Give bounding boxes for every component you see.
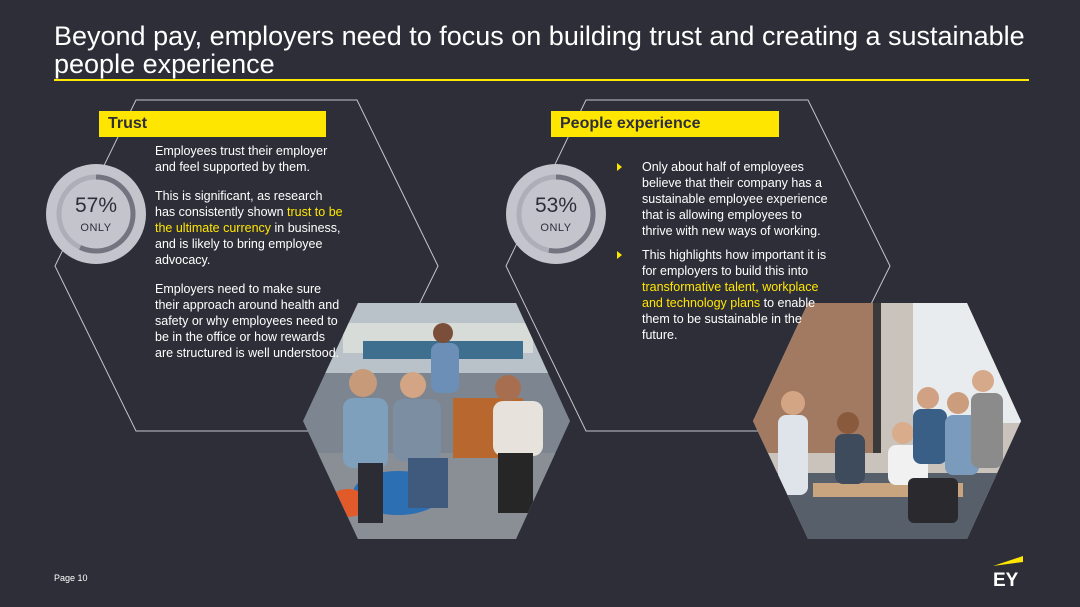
people-stat-value: 53% bbox=[534, 194, 578, 217]
bullet-arrow-icon bbox=[617, 163, 622, 171]
title-underline bbox=[54, 79, 1029, 81]
people-bullets: Only about half of employees believe tha… bbox=[615, 159, 830, 351]
trust-progress-arc bbox=[56, 174, 136, 254]
trust-paragraph-3: Employers need to make sure their approa… bbox=[155, 282, 340, 360]
bullet-arrow-icon bbox=[617, 251, 622, 259]
people-highlight: transformative talent, workplace and tec… bbox=[642, 280, 819, 310]
people-meeting-photo bbox=[303, 303, 570, 539]
people-bullet-2: This highlights how important it is for … bbox=[615, 247, 830, 343]
office-team-photo bbox=[753, 303, 1021, 539]
people-progress-arc bbox=[516, 174, 596, 254]
people-experience-label: People experience bbox=[551, 111, 779, 137]
ey-logo: EY bbox=[993, 556, 1023, 589]
page-title: Beyond pay, employers need to focus on b… bbox=[54, 21, 1025, 79]
people-stat-note: ONLY bbox=[540, 222, 572, 234]
people-stat-circle: 53% ONLY bbox=[506, 164, 606, 264]
svg-text:EY: EY bbox=[993, 570, 1019, 589]
trust-text: Employees trust their employer and feel … bbox=[155, 143, 345, 374]
trust-stat-value: 57% bbox=[74, 194, 118, 217]
trust-label: Trust bbox=[99, 111, 326, 137]
people-bullet-1: Only about half of employees believe tha… bbox=[615, 159, 830, 239]
trust-paragraph-2: This is significant, as research has con… bbox=[155, 189, 343, 267]
trust-highlight: trust to be the ultimate currency bbox=[155, 205, 343, 235]
page-number: Page 10 bbox=[54, 573, 88, 583]
trust-paragraph-1: Employees trust their employer and feel … bbox=[155, 144, 328, 174]
trust-stat-note: ONLY bbox=[80, 222, 112, 234]
trust-stat-circle: 57% ONLY bbox=[46, 164, 146, 264]
